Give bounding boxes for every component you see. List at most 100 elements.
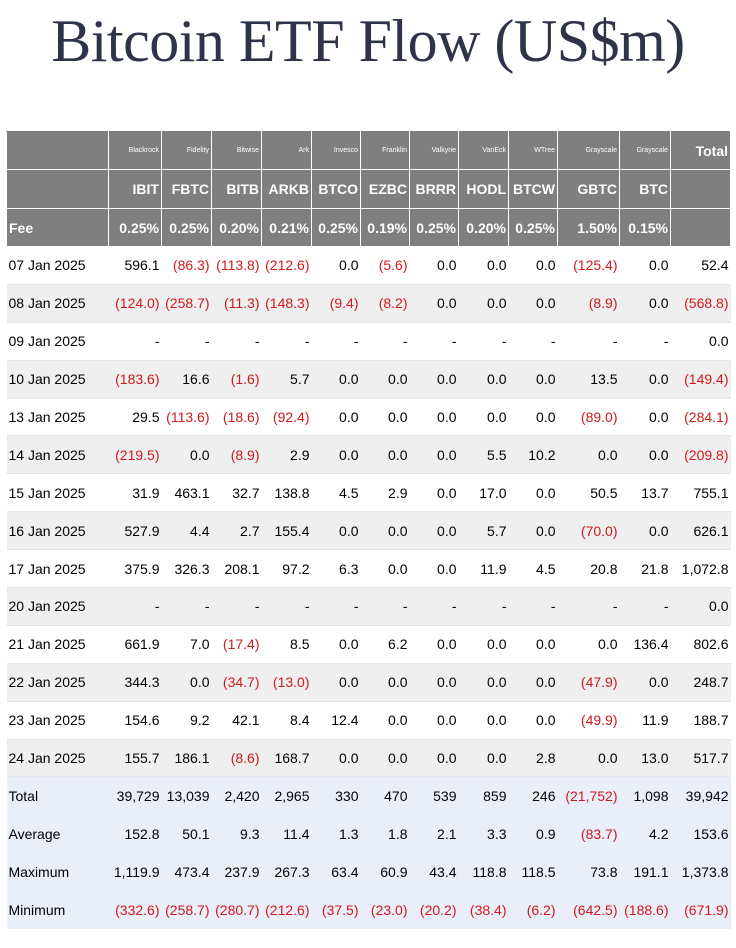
- fee-cell: 0.19%: [360, 208, 410, 247]
- row-total-cell: 188.7: [670, 700, 731, 740]
- flow-cell: 186.1: [161, 738, 212, 778]
- flow-cell: 326.3: [161, 549, 212, 589]
- flow-cell: 0.0: [508, 359, 558, 399]
- summary-cell: (188.6): [619, 890, 671, 930]
- flow-cell: 0.0: [458, 359, 509, 399]
- summary-cell: (212.6): [261, 890, 312, 930]
- flow-cell: -: [161, 321, 212, 361]
- flow-cell: (18.6): [211, 397, 262, 437]
- flow-cell: 0.0: [619, 283, 671, 323]
- flow-cell: -: [211, 587, 262, 626]
- flow-cell: -: [108, 587, 162, 626]
- summary-cell: 2,420: [211, 776, 262, 816]
- header-blank-cell: [670, 169, 731, 209]
- fee-cell: 0.21%: [261, 208, 312, 247]
- flow-cell: 42.1: [211, 700, 262, 740]
- date-cell: 10 Jan 2025: [6, 359, 109, 399]
- flow-cell: -: [619, 321, 671, 361]
- flow-cell: -: [311, 321, 361, 361]
- summary-cell: (6.2): [508, 890, 558, 930]
- summary-cell: 1.3: [311, 814, 361, 854]
- flow-cell: -: [557, 587, 620, 626]
- table-row: 24 Jan 2025 155.7 186.1 (8.6) 168.7 0.0 0.0 0.0…: [6, 738, 731, 778]
- flow-cell: 0.0: [508, 511, 558, 551]
- flow-cell: 0.0: [409, 700, 459, 740]
- summary-cell: (20.2): [409, 890, 459, 930]
- table-row: 10 Jan 2025 (183.6) 16.6 (1.6) 5.7 0.0 0.0 0.0 0…: [6, 359, 731, 399]
- flow-cell: 0.0: [360, 397, 410, 437]
- table-row: 13 Jan 2025 29.5 (113.6) (18.6) (92.4) 0.0 0.0…: [6, 397, 731, 437]
- row-total-cell: 626.1: [670, 511, 731, 551]
- flow-cell: 0.0: [360, 435, 410, 475]
- flow-cell: 0.0: [508, 662, 558, 702]
- summary-cell: 118.8: [458, 852, 509, 892]
- summary-cell: 2.1: [409, 814, 459, 854]
- flow-cell: 0.0: [360, 359, 410, 399]
- flow-cell: 0.0: [409, 435, 459, 475]
- table-row: 23 Jan 2025 154.6 9.2 42.1 8.4 12.4 0.0 0.0 0.0 0…: [6, 700, 731, 740]
- flow-cell: 50.5: [557, 473, 620, 513]
- date-cell: 22 Jan 2025: [6, 662, 109, 702]
- summary-cell: (21,752): [557, 776, 620, 816]
- summary-cell: (37.5): [311, 890, 361, 930]
- row-total-cell: 248.7: [670, 662, 731, 702]
- summary-cell: 1,119.9: [108, 852, 162, 892]
- flow-cell: -: [211, 321, 262, 361]
- summary-cell: 237.9: [211, 852, 262, 892]
- fee-cell: 0.25%: [108, 208, 162, 247]
- fee-cell: 0.25%: [508, 208, 558, 247]
- summary-row: Maximum 1,119.9 473.4 237.9 267.3 63.4 60.9 43.…: [6, 852, 731, 892]
- table-row: 16 Jan 2025 527.9 4.4 2.7 155.4 0.0 0.0 0.0 5.7 0…: [6, 511, 731, 551]
- flow-cell: 10.2: [508, 435, 558, 475]
- summary-cell: 859: [458, 776, 509, 816]
- flow-cell: 0.0: [409, 738, 459, 778]
- summary-cell: 3.3: [458, 814, 509, 854]
- header-corner-cell: [6, 169, 109, 209]
- flow-cell: (92.4): [261, 397, 312, 437]
- fee-cell: 0.20%: [211, 208, 262, 247]
- summary-cell: (332.6): [108, 890, 162, 930]
- flow-cell: 17.0: [458, 473, 509, 513]
- summary-cell: 9.3: [211, 814, 262, 854]
- flow-cell: (47.9): [557, 662, 620, 702]
- row-total-cell: (568.8): [670, 283, 731, 323]
- summary-cell: 246: [508, 776, 558, 816]
- summary-cell: 13,039: [161, 776, 212, 816]
- summary-label-cell: Average: [6, 814, 109, 854]
- flow-cell: 0.0: [458, 246, 509, 285]
- issuer-header-cell: Grayscale: [557, 131, 620, 170]
- table-row: 08 Jan 2025 (124.0) (258.7) (11.3) (148.3) (9…: [6, 283, 731, 323]
- flow-cell: 4.4: [161, 511, 212, 551]
- summary-cell: (38.4): [458, 890, 509, 930]
- flow-cell: 0.0: [508, 397, 558, 437]
- issuer-header-cell: Ark: [261, 131, 312, 170]
- flow-cell: 6.2: [360, 624, 410, 664]
- table-row: 15 Jan 2025 31.9 463.1 32.7 138.8 4.5 2.9 0.0 17…: [6, 473, 731, 513]
- summary-total-cell: (671.9): [670, 890, 731, 930]
- date-cell: 21 Jan 2025: [6, 624, 109, 664]
- flow-cell: 97.2: [261, 549, 312, 589]
- fee-cell: 0.15%: [619, 208, 671, 247]
- row-total-cell: 802.6: [670, 624, 731, 664]
- date-cell: 17 Jan 2025: [6, 549, 109, 589]
- ticker-header-cell: IBIT: [108, 169, 162, 209]
- flow-cell: 0.0: [458, 397, 509, 437]
- ticker-header-cell: HODL: [458, 169, 509, 209]
- summary-cell: (83.7): [557, 814, 620, 854]
- header-issuer-row: Blackrock Fidelity Bitwise Ark Invesco Frankl…: [6, 131, 731, 170]
- flow-cell: -: [360, 321, 410, 361]
- fee-cell: 0.20%: [458, 208, 509, 247]
- issuer-header-cell: Blackrock: [108, 131, 162, 170]
- flow-cell: 0.0: [619, 397, 671, 437]
- date-cell: 16 Jan 2025: [6, 511, 109, 551]
- flow-cell: 0.0: [619, 511, 671, 551]
- summary-cell: 11.4: [261, 814, 312, 854]
- table-row: 20 Jan 2025- - - - - - - - - - -0.0: [6, 587, 731, 626]
- flow-cell: (113.6): [161, 397, 212, 437]
- flow-cell: (13.0): [261, 662, 312, 702]
- flow-cell: 0.0: [409, 624, 459, 664]
- flow-cell: 0.0: [409, 283, 459, 323]
- flow-cell: 0.0: [311, 662, 361, 702]
- flow-cell: 0.0: [619, 359, 671, 399]
- row-total-cell: 1,072.8: [670, 549, 731, 589]
